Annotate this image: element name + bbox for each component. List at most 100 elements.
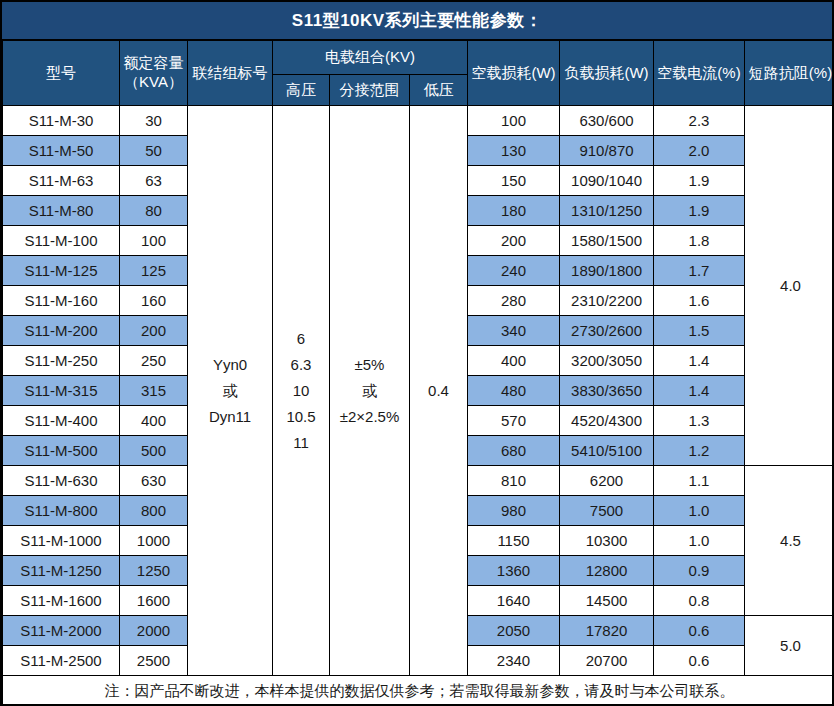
no-load-current-cell: 1.9 — [654, 196, 745, 226]
col-header-capacity: 额定容量 （KVA） — [120, 41, 188, 106]
model-cell: S11-M-50 — [3, 136, 120, 166]
no-load-loss-cell: 570 — [468, 406, 560, 436]
no-load-current-cell: 0.6 — [654, 646, 745, 676]
no-load-current-cell: 1.0 — [654, 496, 745, 526]
no-load-current-cell: 1.3 — [654, 406, 745, 436]
no-load-current-cell: 0.6 — [654, 616, 745, 646]
no-load-loss-cell: 280 — [468, 286, 560, 316]
table-footer: 注：因产品不断改进，本样本提供的数据仅供参考；若需取得最新参数，请及时与本公司联… — [3, 676, 834, 706]
lv-value-cell: 0.4 — [410, 106, 468, 676]
spec-sheet: S11型10KV系列主要性能参数： 型号 额定容量 （KVA） 联结组标号 电载… — [0, 0, 834, 706]
load-loss-cell: 630/600 — [560, 106, 654, 136]
no-load-loss-cell: 2050 — [468, 616, 560, 646]
merged-line: 10.5 — [275, 404, 327, 430]
load-loss-cell: 1890/1800 — [560, 256, 654, 286]
no-load-loss-cell: 240 — [468, 256, 560, 286]
col-header-voltage-combo: 电载组合(KV) — [273, 41, 468, 75]
capacity-cell: 200 — [120, 316, 188, 346]
model-cell: S11-M-800 — [3, 496, 120, 526]
capacity-cell: 2500 — [120, 646, 188, 676]
load-loss-cell: 1310/1250 — [560, 196, 654, 226]
col-header-hv: 高压 — [273, 75, 330, 106]
load-loss-cell: 5410/5100 — [560, 436, 654, 466]
model-cell: S11-M-100 — [3, 226, 120, 256]
no-load-loss-cell: 1360 — [468, 556, 560, 586]
no-load-loss-cell: 400 — [468, 346, 560, 376]
capacity-cell: 1250 — [120, 556, 188, 586]
impedance-cell: 4.0 — [745, 106, 834, 466]
model-cell: S11-M-315 — [3, 376, 120, 406]
no-load-current-cell: 1.2 — [654, 436, 745, 466]
capacity-cell: 1000 — [120, 526, 188, 556]
no-load-loss-cell: 810 — [468, 466, 560, 496]
spec-table: 型号 额定容量 （KVA） 联结组标号 电载组合(KV) 空载损耗(W) 负载损… — [2, 40, 834, 706]
model-cell: S11-M-200 — [3, 316, 120, 346]
no-load-current-cell: 1.4 — [654, 346, 745, 376]
model-cell: S11-M-1000 — [3, 526, 120, 556]
col-header-load-loss: 负载损耗(W) — [560, 41, 654, 106]
merged-line: 11 — [275, 430, 327, 456]
model-cell: S11-M-2000 — [3, 616, 120, 646]
no-load-loss-cell: 150 — [468, 166, 560, 196]
merged-line: Yyn0 — [190, 352, 270, 378]
capacity-cell: 500 — [120, 436, 188, 466]
model-cell: S11-M-400 — [3, 406, 120, 436]
model-cell: S11-M-80 — [3, 196, 120, 226]
capacity-cell: 100 — [120, 226, 188, 256]
col-header-capacity-line2: （KVA） — [122, 73, 185, 92]
no-load-loss-cell: 180 — [468, 196, 560, 226]
no-load-current-cell: 0.8 — [654, 586, 745, 616]
no-load-loss-cell: 680 — [468, 436, 560, 466]
model-cell: S11-M-2500 — [3, 646, 120, 676]
col-header-no-load-current: 空载电流(%) — [654, 41, 745, 106]
model-cell: S11-M-500 — [3, 436, 120, 466]
page-title: S11型10KV系列主要性能参数： — [2, 2, 832, 40]
col-header-no-load-loss: 空载损耗(W) — [468, 41, 560, 106]
no-load-current-cell: 1.6 — [654, 286, 745, 316]
load-loss-cell: 12800 — [560, 556, 654, 586]
load-loss-cell: 14500 — [560, 586, 654, 616]
capacity-cell: 250 — [120, 346, 188, 376]
no-load-loss-cell: 340 — [468, 316, 560, 346]
no-load-loss-cell: 130 — [468, 136, 560, 166]
merged-line: Dyn11 — [190, 404, 270, 430]
load-loss-cell: 20700 — [560, 646, 654, 676]
load-loss-cell: 17820 — [560, 616, 654, 646]
load-loss-cell: 2310/2200 — [560, 286, 654, 316]
col-header-model: 型号 — [3, 41, 120, 106]
model-cell: S11-M-30 — [3, 106, 120, 136]
tap-range-cell: ±5%或±2×2.5% — [330, 106, 410, 676]
no-load-current-cell: 2.0 — [654, 136, 745, 166]
merged-line: 或 — [332, 378, 407, 404]
load-loss-cell: 3200/3050 — [560, 346, 654, 376]
model-cell: S11-M-160 — [3, 286, 120, 316]
no-load-loss-cell: 480 — [468, 376, 560, 406]
model-cell: S11-M-63 — [3, 166, 120, 196]
load-loss-cell: 910/870 — [560, 136, 654, 166]
table-header: 型号 额定容量 （KVA） 联结组标号 电载组合(KV) 空载损耗(W) 负载损… — [3, 41, 834, 106]
hv-values-cell: 66.31010.511 — [273, 106, 330, 676]
merged-line: ±2×2.5% — [332, 404, 407, 430]
model-cell: S11-M-250 — [3, 346, 120, 376]
merged-line: 6 — [275, 326, 327, 352]
merged-line: 6.3 — [275, 352, 327, 378]
capacity-cell: 30 — [120, 106, 188, 136]
no-load-current-cell: 1.8 — [654, 226, 745, 256]
capacity-cell: 400 — [120, 406, 188, 436]
load-loss-cell: 4520/4300 — [560, 406, 654, 436]
no-load-loss-cell: 200 — [468, 226, 560, 256]
capacity-cell: 50 — [120, 136, 188, 166]
impedance-cell: 5.0 — [745, 616, 834, 676]
no-load-loss-cell: 980 — [468, 496, 560, 526]
no-load-loss-cell: 2340 — [468, 646, 560, 676]
load-loss-cell: 7500 — [560, 496, 654, 526]
no-load-current-cell: 1.7 — [654, 256, 745, 286]
load-loss-cell: 10300 — [560, 526, 654, 556]
capacity-cell: 630 — [120, 466, 188, 496]
table-row: S11-M-3030Yyn0或Dyn1166.31010.511±5%或±2×2… — [3, 106, 834, 136]
no-load-current-cell: 0.9 — [654, 556, 745, 586]
capacity-cell: 160 — [120, 286, 188, 316]
vector-group-cell: Yyn0或Dyn11 — [188, 106, 273, 676]
header-row-main: 型号 额定容量 （KVA） 联结组标号 电载组合(KV) 空载损耗(W) 负载损… — [3, 41, 834, 75]
col-header-capacity-line1: 额定容量 — [122, 54, 185, 73]
